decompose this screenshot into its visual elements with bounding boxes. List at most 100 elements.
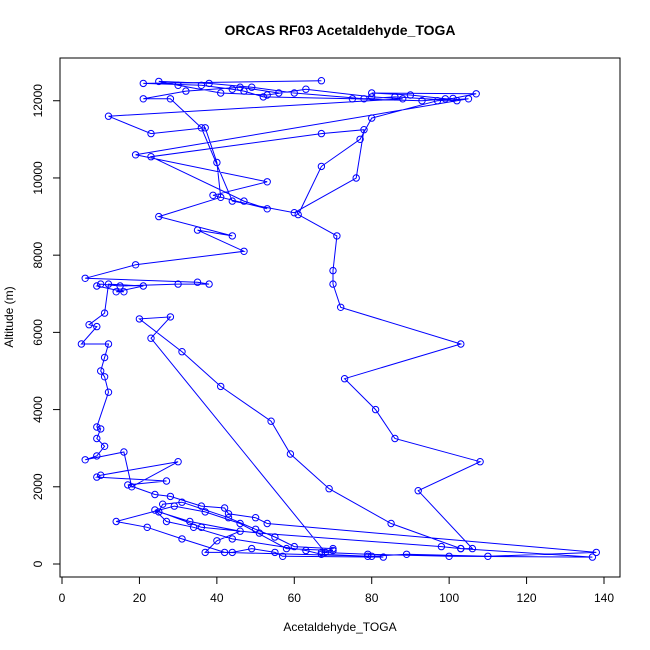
data-point bbox=[275, 89, 283, 97]
y-tick-label: 4000 bbox=[31, 396, 45, 423]
data-point bbox=[399, 95, 407, 103]
data-point bbox=[201, 508, 209, 516]
plot-frame bbox=[59, 57, 621, 578]
data-point bbox=[197, 124, 206, 132]
data-point bbox=[224, 514, 233, 522]
data-point bbox=[220, 548, 229, 557]
data-point bbox=[228, 548, 237, 557]
data-point bbox=[135, 315, 144, 323]
data-point bbox=[104, 112, 113, 120]
data-point bbox=[263, 205, 271, 213]
data-point bbox=[317, 77, 326, 85]
data-point bbox=[100, 309, 109, 317]
data-point bbox=[93, 322, 101, 331]
data-point bbox=[228, 197, 237, 205]
data-point bbox=[391, 434, 399, 443]
data-point bbox=[348, 95, 357, 103]
data-point bbox=[159, 500, 167, 508]
data-point bbox=[139, 95, 148, 103]
data-point bbox=[368, 93, 376, 101]
data-point bbox=[472, 90, 480, 98]
data-point bbox=[236, 83, 244, 91]
data-point bbox=[77, 340, 86, 348]
data-point bbox=[457, 340, 465, 348]
data-point bbox=[85, 321, 93, 329]
data-point bbox=[464, 95, 473, 103]
data-point bbox=[414, 487, 422, 495]
data-point bbox=[445, 552, 453, 560]
data-point bbox=[449, 94, 457, 103]
data-point bbox=[131, 261, 140, 269]
data-point bbox=[368, 89, 376, 97]
data-point bbox=[402, 550, 411, 558]
data-point bbox=[81, 456, 89, 464]
x-tick-label: 80 bbox=[365, 591, 379, 605]
data-point bbox=[329, 280, 337, 288]
data-point bbox=[120, 288, 128, 296]
data-point bbox=[368, 114, 376, 122]
data-point bbox=[484, 552, 492, 560]
data-point bbox=[155, 77, 163, 86]
y-axis-label: Altitude (m) bbox=[2, 286, 16, 347]
data-point bbox=[240, 247, 248, 256]
data-point bbox=[329, 266, 337, 275]
data-point bbox=[100, 353, 109, 362]
data-point bbox=[437, 542, 446, 551]
x-tick-label: 140 bbox=[594, 591, 614, 605]
y-tick-label: 0 bbox=[31, 560, 45, 567]
data-point bbox=[197, 523, 206, 531]
data-point bbox=[271, 548, 279, 557]
data-point bbox=[166, 492, 175, 501]
data-point bbox=[93, 434, 101, 443]
data-point bbox=[220, 504, 229, 512]
data-point bbox=[379, 553, 387, 561]
data-point bbox=[364, 550, 372, 558]
data-point bbox=[155, 212, 163, 221]
data-point bbox=[205, 280, 213, 288]
data-point bbox=[282, 544, 291, 553]
data-point bbox=[433, 97, 442, 105]
data-point bbox=[356, 135, 364, 144]
x-tick-label: 0 bbox=[59, 591, 66, 605]
data-point bbox=[189, 523, 198, 531]
data-point bbox=[139, 282, 148, 290]
series-lines bbox=[80, 80, 597, 558]
data-point bbox=[236, 527, 244, 535]
data-point bbox=[93, 282, 101, 290]
data-point bbox=[174, 81, 182, 90]
data-point bbox=[329, 546, 337, 555]
data-point bbox=[302, 546, 310, 555]
data-point bbox=[224, 510, 233, 518]
y-tick-label: 10000 bbox=[31, 161, 45, 195]
data-point bbox=[360, 126, 368, 134]
data-point bbox=[391, 93, 399, 101]
data-point bbox=[197, 81, 206, 90]
data-point bbox=[387, 519, 395, 528]
data-point bbox=[259, 93, 267, 101]
data-point bbox=[112, 288, 120, 296]
data-point bbox=[368, 552, 376, 560]
x-tick-label: 20 bbox=[133, 591, 147, 605]
data-point bbox=[143, 523, 151, 531]
data-point bbox=[236, 519, 244, 528]
data-point bbox=[263, 178, 271, 186]
data-point bbox=[329, 544, 337, 553]
x-tick-label: 100 bbox=[439, 591, 459, 605]
data-point bbox=[290, 542, 298, 551]
data-point bbox=[217, 89, 225, 97]
data-point bbox=[162, 477, 171, 485]
data-point bbox=[588, 553, 597, 561]
data-point bbox=[271, 533, 279, 541]
data-point bbox=[112, 517, 120, 526]
data-point bbox=[93, 423, 101, 431]
data-point bbox=[453, 97, 461, 105]
data-point bbox=[147, 153, 155, 161]
chart-title: ORCAS RF03 Acetaldehyde_TOGA bbox=[224, 22, 455, 38]
data-point bbox=[228, 232, 237, 240]
data-point bbox=[290, 89, 298, 97]
data-point bbox=[406, 91, 415, 99]
data-point bbox=[325, 485, 333, 493]
data-point bbox=[124, 481, 132, 489]
data-point bbox=[104, 280, 113, 288]
data-point bbox=[337, 303, 345, 311]
